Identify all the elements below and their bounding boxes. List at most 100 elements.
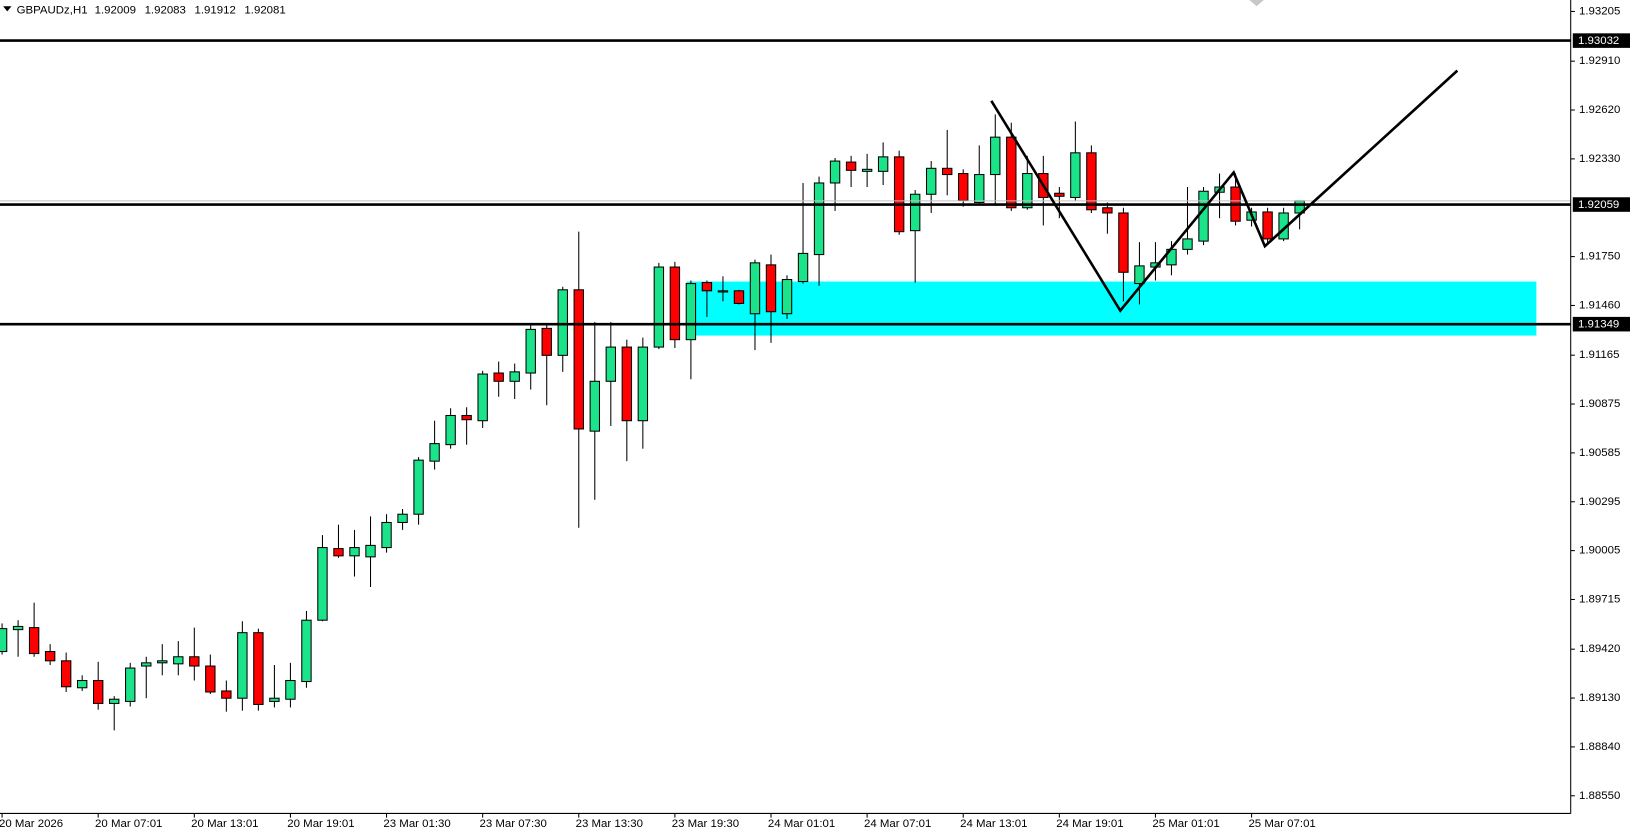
candle-body	[525, 328, 536, 374]
candle-body	[765, 264, 777, 313]
x-tick-label: 25 Mar 01:01	[1152, 818, 1219, 828]
y-tick-label: 1.89715	[1579, 593, 1620, 605]
candle-body	[349, 547, 360, 557]
level-label: 1.92059	[1578, 199, 1619, 211]
candle-body	[125, 667, 136, 702]
candle-body	[44, 651, 56, 662]
candle-body	[509, 371, 520, 382]
candle-body	[157, 660, 168, 664]
candle-body	[1006, 136, 1017, 209]
candle-body	[1262, 211, 1273, 240]
candle-body	[413, 459, 424, 515]
candle-body	[1070, 152, 1081, 198]
candle-body	[669, 266, 681, 341]
y-tick-label: 1.89420	[1579, 643, 1620, 655]
candle-body	[958, 173, 969, 202]
axis-layer: 1.93205 1.92910 1.92620 1.92330 1.91750 1.914…	[0, 5, 1630, 828]
candle-body	[0, 628, 8, 653]
candle-body	[1022, 173, 1033, 209]
candle-layer	[0, 114, 1305, 731]
x-tick-label: 23 Mar 01:30	[383, 818, 450, 828]
candle-body	[781, 279, 793, 315]
candle-body	[109, 698, 120, 704]
x-tick-label: 20 Mar 07:01	[95, 818, 162, 828]
candle-body	[493, 372, 504, 382]
candle-body	[653, 266, 665, 348]
candle-body	[637, 346, 649, 422]
candle-body	[445, 414, 456, 446]
candle-body	[621, 346, 633, 422]
zone-layer	[686, 281, 1537, 336]
candle-body	[397, 513, 408, 523]
x-tick-label: 20 Mar 19:01	[287, 818, 354, 828]
x-tick-label: 24 Mar 19:01	[1056, 818, 1123, 828]
y-tick-label: 1.90295	[1579, 496, 1620, 508]
candle-body	[990, 136, 1001, 176]
x-tick-label: 20 Mar 13:01	[191, 818, 258, 828]
x-tick-label: 23 Mar 13:30	[576, 818, 643, 828]
line-layer	[0, 39, 1571, 326]
candle-body	[733, 290, 745, 304]
candle-body	[317, 547, 328, 621]
candle-body	[942, 167, 953, 176]
candle-body	[589, 380, 600, 432]
y-tick-label: 1.88550	[1579, 790, 1620, 802]
y-tick-label: 1.91750	[1579, 251, 1620, 263]
candle-body	[717, 290, 729, 293]
y-tick-label: 1.90875	[1579, 398, 1620, 410]
candle-body	[829, 160, 841, 184]
candle-body	[141, 662, 152, 667]
x-tick-label: 23 Mar 19:30	[672, 818, 739, 828]
candle-body	[173, 656, 184, 665]
y-tick-label: 1.91460	[1579, 299, 1620, 311]
candle-body	[28, 627, 40, 655]
candle-body	[557, 289, 568, 356]
candle-body	[301, 619, 312, 683]
scroll-marker	[1249, 0, 1264, 7]
candle-body	[925, 167, 937, 195]
zigzag-drawing	[990, 69, 1459, 313]
x-tick-label: 24 Mar 13:01	[960, 818, 1027, 828]
menu-triangle[interactable]	[3, 6, 12, 12]
y-tick-label: 1.92620	[1579, 104, 1620, 116]
candle-body	[92, 679, 104, 704]
candle-body	[269, 697, 280, 702]
x-tick-label: 23 Mar 07:30	[480, 818, 547, 828]
candle-body	[333, 548, 344, 557]
x-tick-label: 24 Mar 01:01	[768, 818, 835, 828]
candle-body	[381, 521, 392, 549]
candle-body	[12, 625, 24, 631]
candle-body	[1054, 192, 1065, 197]
candle-body	[429, 443, 440, 462]
candle-body	[285, 679, 296, 700]
candle-body	[253, 632, 264, 705]
candle-body	[605, 346, 617, 382]
candle-body	[1086, 152, 1097, 211]
candle-body	[1118, 212, 1129, 273]
candle-body	[573, 289, 584, 430]
candle-body	[60, 660, 72, 688]
x-tick-label: 20 Mar 2026	[0, 818, 63, 828]
candle-body	[893, 156, 905, 233]
candle-body	[365, 544, 376, 558]
candle-body	[221, 690, 232, 699]
candle-body	[1102, 207, 1113, 214]
y-tick-label: 1.92330	[1579, 153, 1620, 165]
y-tick-label: 1.91165	[1579, 349, 1619, 361]
candle-body	[685, 283, 697, 341]
candle-body	[1182, 238, 1193, 250]
y-tick-label: 1.88840	[1579, 741, 1620, 753]
candle-body	[974, 174, 985, 204]
header-high: 1.92083	[145, 4, 186, 16]
level-label-box	[1572, 197, 1630, 212]
symbol-label: GBPAUDz,H1	[17, 4, 88, 16]
candle-body	[76, 679, 88, 689]
header-close: 1.92081	[244, 4, 285, 16]
candle-body	[189, 656, 200, 667]
candle-body	[749, 262, 761, 315]
candle-body	[541, 327, 552, 356]
candle-body	[1198, 190, 1209, 242]
